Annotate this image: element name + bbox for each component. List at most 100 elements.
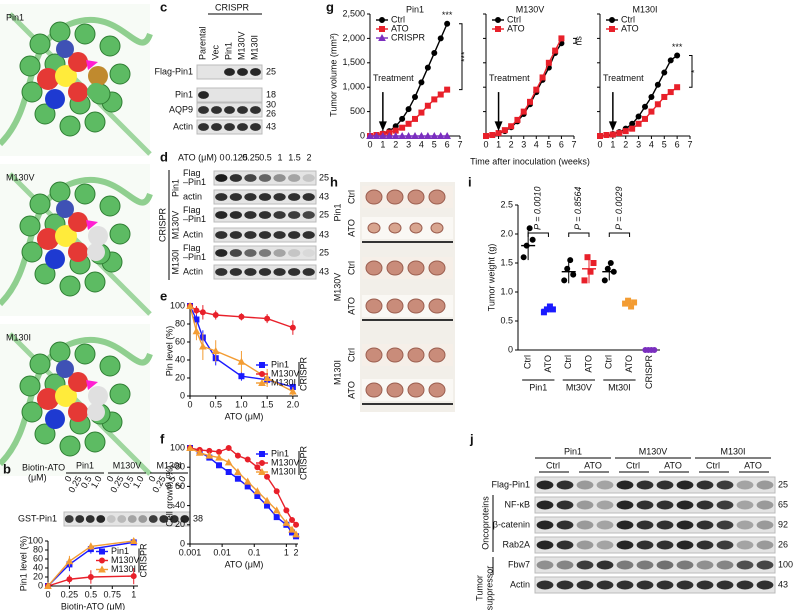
- data-point: [372, 131, 381, 139]
- dose-label: 1.0: [131, 474, 146, 490]
- data-point: [674, 52, 681, 59]
- x-tick-label: 3: [406, 139, 411, 149]
- atom: [21, 81, 43, 103]
- p-bracket: [608, 232, 631, 237]
- blot-band: [215, 231, 228, 239]
- y-tick-label: 2,500: [342, 8, 365, 18]
- mw-label: 43: [319, 191, 329, 201]
- y-tick-label: 60: [33, 553, 43, 563]
- atom: [19, 55, 41, 77]
- data-point: [258, 467, 266, 475]
- structure-image: [0, 324, 153, 476]
- row-label: Actin: [183, 266, 203, 276]
- y-tick-label: 100: [170, 300, 185, 310]
- x-tick-label: 2.0: [287, 399, 300, 409]
- legend-label: M130V: [271, 457, 300, 467]
- blot-band: [273, 268, 286, 276]
- blot-band: [676, 540, 694, 550]
- blot-band: [696, 480, 714, 490]
- blot-band: [237, 123, 248, 131]
- group-label: Pin1: [332, 203, 342, 221]
- blot-band: [302, 231, 315, 239]
- x-tick-label: 0.5: [85, 589, 98, 599]
- y-tick-label: 40: [33, 562, 43, 572]
- data-point: [424, 64, 431, 71]
- blot-band: [159, 515, 169, 523]
- atom: [68, 402, 88, 422]
- blot-band: [736, 480, 754, 490]
- group-label: M130I: [156, 460, 181, 470]
- legend-label: Ctrl: [507, 14, 521, 24]
- blot-band: [288, 231, 301, 239]
- mw-label: 43: [319, 229, 329, 239]
- atom: [45, 249, 65, 269]
- group-label: M130V: [170, 211, 180, 240]
- blot-strip: [534, 576, 776, 594]
- data-point: [629, 125, 636, 132]
- data-point: [581, 277, 588, 284]
- data-point: [609, 17, 615, 23]
- arrow: [86, 380, 98, 390]
- blot-strip: [534, 536, 776, 554]
- condition-label: ATO: [584, 460, 602, 470]
- data-point: [289, 387, 297, 395]
- data-point: [244, 456, 251, 463]
- data-point: [378, 33, 386, 41]
- data-point: [199, 342, 207, 350]
- x-tick-label: 1: [284, 547, 289, 557]
- tumor: [428, 382, 446, 398]
- blot-band: [716, 520, 734, 530]
- atom: [29, 33, 51, 55]
- chart-title: Pin1: [406, 4, 424, 14]
- blot-band: [736, 500, 754, 510]
- dose-label: 0.25: [242, 152, 260, 162]
- data-point: [501, 127, 508, 134]
- y-axis-label: Pin1 level (%): [18, 536, 28, 592]
- data-point: [224, 458, 233, 466]
- row-label: β-catenin: [493, 519, 530, 529]
- y-tick-label: 60: [175, 336, 185, 346]
- row-label: –Pin1: [183, 252, 206, 262]
- data-point: [216, 462, 223, 469]
- data-point: [405, 106, 412, 113]
- blot-band: [656, 580, 674, 590]
- blot-band: [288, 211, 301, 219]
- legend-label: ATO: [507, 23, 525, 33]
- x-tick-label: 7: [687, 139, 692, 149]
- blot-band: [536, 500, 554, 510]
- ribbon: [0, 16, 153, 147]
- atom: [56, 200, 74, 218]
- x-tick-label: Ctrl: [604, 355, 614, 369]
- data-point: [616, 130, 623, 137]
- blot-band: [180, 515, 190, 523]
- blot-band: [211, 123, 222, 131]
- y-tick-label: 0: [38, 580, 43, 590]
- data-point: [545, 59, 552, 66]
- annotation-arrow: [494, 121, 503, 132]
- data-point: [205, 451, 214, 459]
- y-tick-label: 0.5: [500, 315, 513, 325]
- mw-label: 25: [266, 66, 276, 76]
- tumor: [407, 347, 425, 363]
- atom: [37, 388, 59, 410]
- mw-label: 26: [778, 539, 788, 549]
- data-point: [405, 120, 412, 127]
- group-label: Mt30I: [608, 382, 631, 392]
- data-point: [570, 271, 577, 278]
- y-tick-label: 1.0: [500, 286, 513, 296]
- blot-band: [215, 268, 228, 276]
- mw-label: 25: [778, 479, 788, 489]
- atom: [56, 40, 74, 58]
- class-label: suppressor: [484, 566, 494, 610]
- atom: [49, 341, 71, 363]
- atom: [68, 212, 88, 232]
- annotation: Treatment: [373, 73, 414, 83]
- data-point: [186, 443, 194, 451]
- row-label: Actin: [173, 121, 193, 131]
- data-point: [424, 131, 432, 139]
- legend-label: M130I: [111, 564, 136, 574]
- data-point: [629, 120, 636, 127]
- x-tick-label: 0.001: [179, 547, 202, 557]
- blot-band: [215, 174, 228, 182]
- row-label: Fbw7: [508, 559, 530, 569]
